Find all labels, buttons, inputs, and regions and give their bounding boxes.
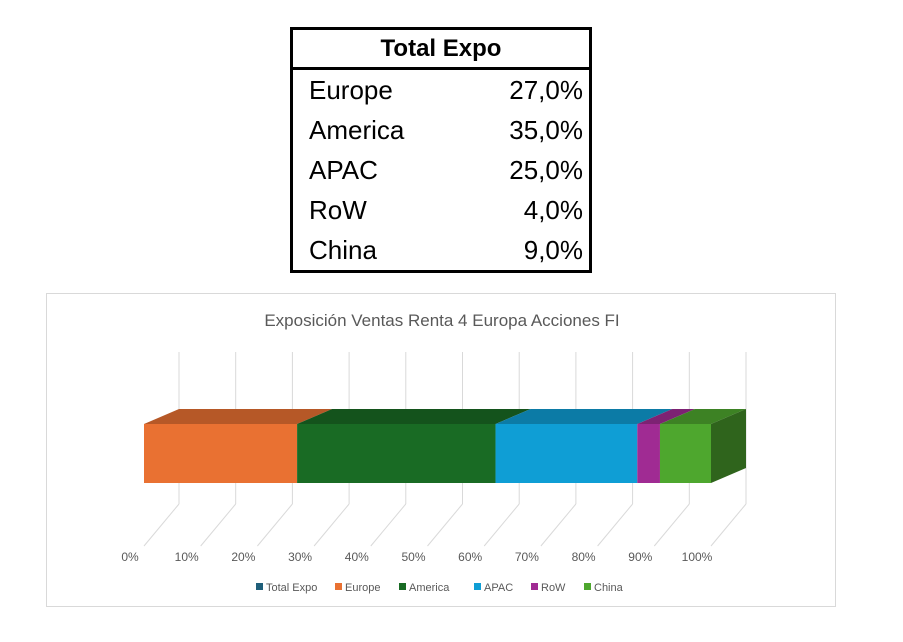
region-value: 4,0% — [523, 194, 583, 225]
bar-top-face — [144, 409, 333, 424]
x-tick-label: 50% — [401, 550, 425, 564]
bar-top-face — [495, 409, 673, 424]
table-header: Total Expo — [293, 30, 589, 70]
bar-top-face — [659, 409, 746, 424]
gridline — [597, 503, 633, 547]
legend-swatch — [256, 583, 263, 590]
region-label: China — [309, 234, 377, 265]
chart-container: Exposición Ventas Renta 4 Europa Accione… — [46, 293, 836, 607]
region-label: RoW — [309, 194, 367, 225]
table-row: America 35,0% — [293, 110, 589, 150]
table-body: Europe 27,0% America 35,0% APAC 25,0% RoW 4,0% C… — [293, 70, 589, 270]
exposure-table: Total Expo Europe 27,0% America 35,0% APAC 25… — [290, 27, 592, 273]
gridline — [370, 503, 407, 547]
bar-top-face — [637, 409, 695, 424]
bar-side-face — [711, 409, 746, 483]
x-tick-label: 100% — [682, 550, 713, 564]
gridline — [257, 503, 293, 547]
x-tick-label: 90% — [628, 550, 652, 564]
table-row: Europe 27,0% — [293, 70, 589, 110]
gridline — [427, 503, 463, 547]
table-row: China 9,0% — [293, 230, 589, 270]
bar-segment — [495, 424, 638, 483]
legend-label: Europe — [345, 582, 380, 594]
legend-label: Total Expo — [266, 582, 317, 594]
chart-title: Exposición Ventas Renta 4 Europa Accione… — [264, 311, 619, 330]
x-tick-label: 60% — [458, 550, 482, 564]
bar-segment — [637, 424, 660, 483]
legend-swatch — [399, 583, 406, 590]
legend-label: APAC — [484, 582, 513, 594]
gridline — [200, 503, 237, 547]
bar-top-face — [297, 409, 531, 424]
legend-swatch — [335, 583, 342, 590]
legend-swatch — [531, 583, 538, 590]
region-value: 27,0% — [509, 74, 583, 105]
table-row: APAC 25,0% — [293, 150, 589, 190]
legend-swatch — [474, 583, 481, 590]
x-tick-label: 40% — [345, 550, 369, 564]
legend-label: RoW — [541, 582, 566, 594]
gridline — [313, 503, 350, 547]
x-tick-label: 80% — [572, 550, 596, 564]
region-value: 25,0% — [509, 154, 583, 185]
region-label: America — [309, 114, 405, 145]
x-tick-label: 70% — [515, 550, 539, 564]
gridline — [143, 503, 180, 547]
gridline — [540, 503, 577, 547]
table-row: RoW 4,0% — [293, 190, 589, 230]
region-label: APAC — [309, 154, 378, 185]
legend-label: China — [594, 582, 624, 594]
gridline — [710, 503, 747, 547]
legend-swatch — [584, 583, 591, 590]
bar-segment — [297, 424, 496, 483]
legend-label: America — [409, 582, 450, 594]
bar-segment — [659, 424, 711, 483]
gridline — [483, 503, 520, 547]
region-label: Europe — [309, 74, 393, 105]
x-tick-label: 10% — [175, 550, 199, 564]
x-tick-label: 30% — [288, 550, 312, 564]
region-value: 9,0% — [523, 234, 583, 265]
region-value: 35,0% — [509, 114, 583, 145]
exposure-chart: Exposición Ventas Renta 4 Europa Accione… — [121, 311, 747, 594]
x-tick-label: 20% — [231, 550, 255, 564]
bar-segment — [144, 424, 298, 483]
x-tick-label: 0% — [121, 550, 139, 564]
gridline — [653, 503, 690, 547]
